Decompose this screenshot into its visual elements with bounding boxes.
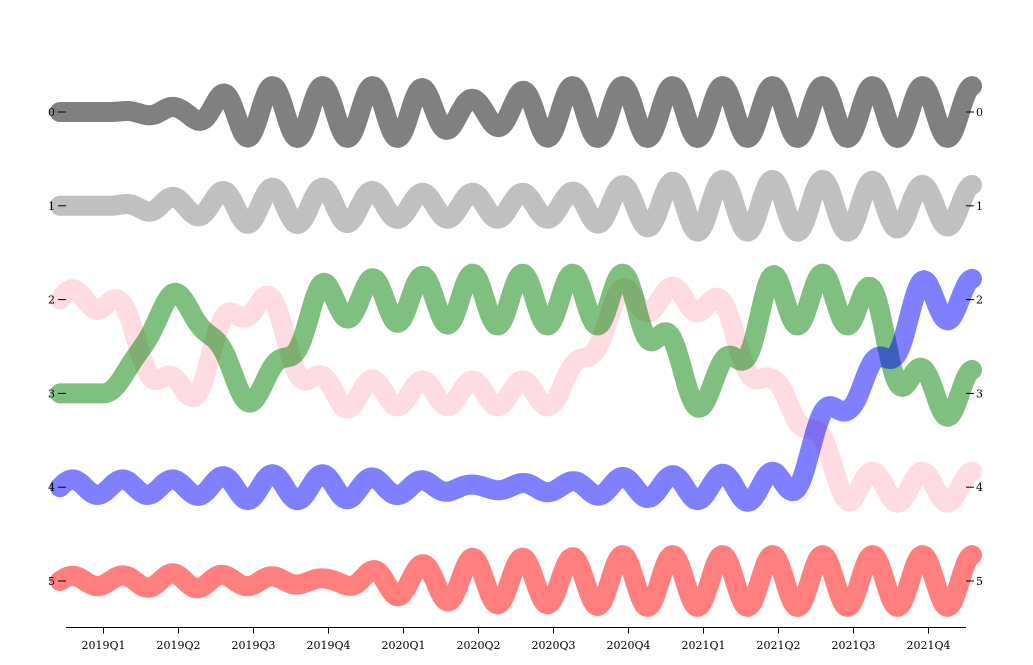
x-tick-label-10: 2021Q3: [831, 639, 875, 652]
axis-layer: 2019Q1 2019Q2 2019Q3 2019Q4 2020Q1 2020Q2 2020…: [48, 106, 983, 652]
y-tick-label-left-4: 4: [48, 481, 55, 494]
x-tick-label-7: 2020Q4: [606, 639, 650, 652]
series-line-0: [50, 76, 982, 148]
y-tick-label-right-3: 3: [976, 387, 983, 400]
y-tick-label-right-5: 5: [976, 575, 983, 588]
x-tick-label-3: 2019Q4: [306, 639, 350, 652]
series-line-5: [50, 545, 982, 617]
y-tick-label-right-1: 1: [976, 200, 983, 213]
series-line-1: [50, 169, 982, 242]
x-tick-label-6: 2020Q3: [531, 639, 575, 652]
x-tick-label-5: 2020Q2: [456, 639, 500, 652]
x-tick-label-0: 2019Q1: [81, 639, 125, 652]
series-line-3: [50, 263, 982, 427]
y-tick-label-left-3: 3: [48, 387, 55, 400]
series-layer: [50, 76, 982, 617]
x-tick-label-4: 2020Q1: [381, 639, 425, 652]
x-tick-label-2: 2019Q3: [231, 639, 275, 652]
y-tick-label-left-0: 0: [48, 106, 55, 119]
y-tick-label-left-2: 2: [48, 294, 55, 307]
y-tick-label-right-2: 2: [976, 294, 983, 307]
x-tick-label-1: 2019Q2: [156, 639, 200, 652]
series-line-4: [50, 268, 982, 512]
y-tick-label-right-0: 0: [976, 106, 983, 119]
y-tick-label-right-4: 4: [976, 481, 983, 494]
y-tick-label-left-5: 5: [48, 575, 55, 588]
y-tick-label-left-1: 1: [48, 200, 55, 213]
x-tick-label-8: 2021Q1: [681, 639, 725, 652]
x-tick-label-9: 2021Q2: [756, 639, 800, 652]
x-tick-label-11: 2021Q4: [906, 639, 950, 652]
